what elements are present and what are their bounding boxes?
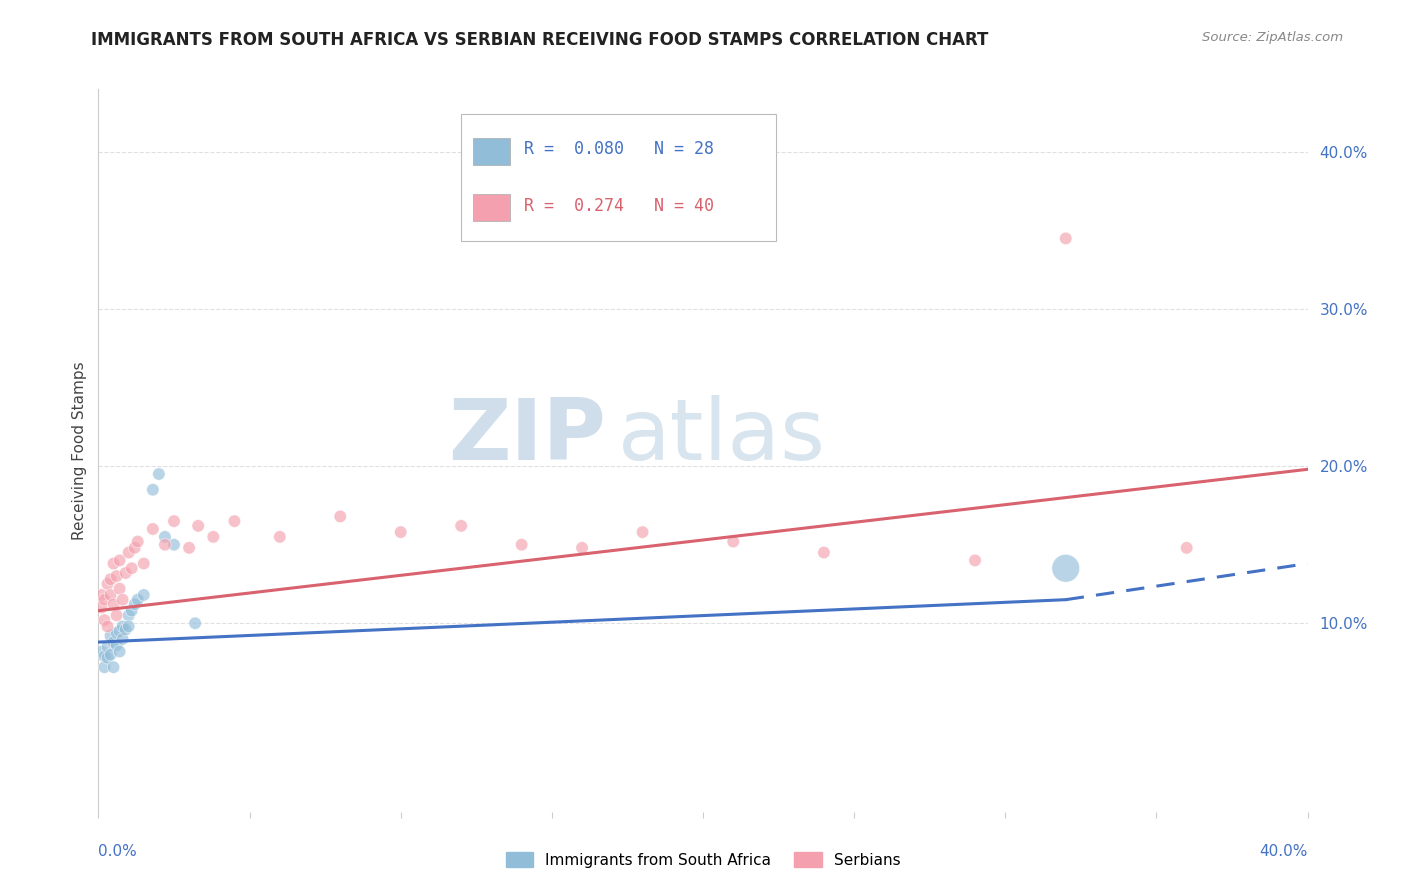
Point bbox=[100, 629, 122, 643]
FancyBboxPatch shape bbox=[474, 137, 509, 165]
Point bbox=[132, 588, 155, 602]
Point bbox=[111, 632, 134, 646]
FancyBboxPatch shape bbox=[474, 194, 509, 221]
Point bbox=[96, 577, 118, 591]
Point bbox=[118, 545, 141, 559]
Point bbox=[103, 557, 125, 571]
Point bbox=[1175, 541, 1198, 555]
Text: ZIP: ZIP bbox=[449, 394, 606, 477]
Point bbox=[132, 557, 155, 571]
Point bbox=[93, 613, 115, 627]
Point bbox=[105, 608, 128, 623]
Point bbox=[1054, 561, 1077, 575]
Point bbox=[142, 483, 165, 497]
Text: IMMIGRANTS FROM SOUTH AFRICA VS SERBIAN RECEIVING FOOD STAMPS CORRELATION CHART: IMMIGRANTS FROM SOUTH AFRICA VS SERBIAN … bbox=[91, 31, 988, 49]
Point bbox=[723, 534, 745, 549]
Text: atlas: atlas bbox=[619, 394, 827, 477]
Point bbox=[93, 592, 115, 607]
Point bbox=[96, 650, 118, 665]
Point bbox=[127, 592, 149, 607]
Point bbox=[187, 519, 209, 533]
Point bbox=[114, 566, 136, 580]
Point bbox=[153, 538, 176, 552]
Point bbox=[90, 644, 112, 658]
Point bbox=[124, 598, 146, 612]
Point bbox=[93, 660, 115, 674]
Legend: Immigrants from South Africa, Serbians: Immigrants from South Africa, Serbians bbox=[498, 844, 908, 875]
Point bbox=[179, 541, 201, 555]
Point bbox=[184, 616, 207, 631]
Point bbox=[90, 600, 112, 615]
Point bbox=[108, 644, 131, 658]
Point bbox=[121, 604, 143, 618]
Point bbox=[510, 538, 533, 552]
Point bbox=[103, 660, 125, 674]
Point bbox=[127, 534, 149, 549]
Y-axis label: Receiving Food Stamps: Receiving Food Stamps bbox=[72, 361, 87, 540]
Point bbox=[389, 525, 412, 540]
Point bbox=[163, 514, 186, 528]
Point bbox=[813, 545, 835, 559]
Point bbox=[108, 553, 131, 567]
Point bbox=[450, 519, 472, 533]
Text: R =  0.080   N = 28: R = 0.080 N = 28 bbox=[524, 140, 714, 158]
Point bbox=[202, 530, 225, 544]
Point bbox=[163, 538, 186, 552]
Point bbox=[105, 625, 128, 640]
Point bbox=[329, 509, 352, 524]
Point bbox=[108, 582, 131, 596]
Point bbox=[121, 561, 143, 575]
Point bbox=[224, 514, 246, 528]
Point bbox=[100, 588, 122, 602]
Point bbox=[103, 635, 125, 649]
Point bbox=[142, 522, 165, 536]
Point bbox=[148, 467, 170, 481]
Point bbox=[93, 649, 115, 664]
Text: 40.0%: 40.0% bbox=[1260, 844, 1308, 859]
Point bbox=[100, 648, 122, 662]
Point bbox=[118, 608, 141, 623]
Point bbox=[111, 592, 134, 607]
Point bbox=[96, 619, 118, 633]
Text: 0.0%: 0.0% bbox=[98, 844, 138, 859]
Text: Source: ZipAtlas.com: Source: ZipAtlas.com bbox=[1202, 31, 1343, 45]
Point bbox=[105, 569, 128, 583]
Point bbox=[269, 530, 291, 544]
Point bbox=[108, 624, 131, 639]
Point bbox=[118, 619, 141, 633]
Point bbox=[1054, 231, 1077, 245]
Text: R =  0.274   N = 40: R = 0.274 N = 40 bbox=[524, 196, 714, 214]
Point bbox=[100, 572, 122, 586]
Point bbox=[96, 640, 118, 654]
Point bbox=[965, 553, 987, 567]
Point bbox=[105, 638, 128, 652]
Point bbox=[114, 623, 136, 637]
Point bbox=[631, 525, 654, 540]
Point bbox=[571, 541, 593, 555]
Point bbox=[124, 541, 146, 555]
Point bbox=[153, 530, 176, 544]
Point bbox=[103, 598, 125, 612]
FancyBboxPatch shape bbox=[461, 114, 776, 241]
Point bbox=[111, 619, 134, 633]
Point bbox=[90, 588, 112, 602]
